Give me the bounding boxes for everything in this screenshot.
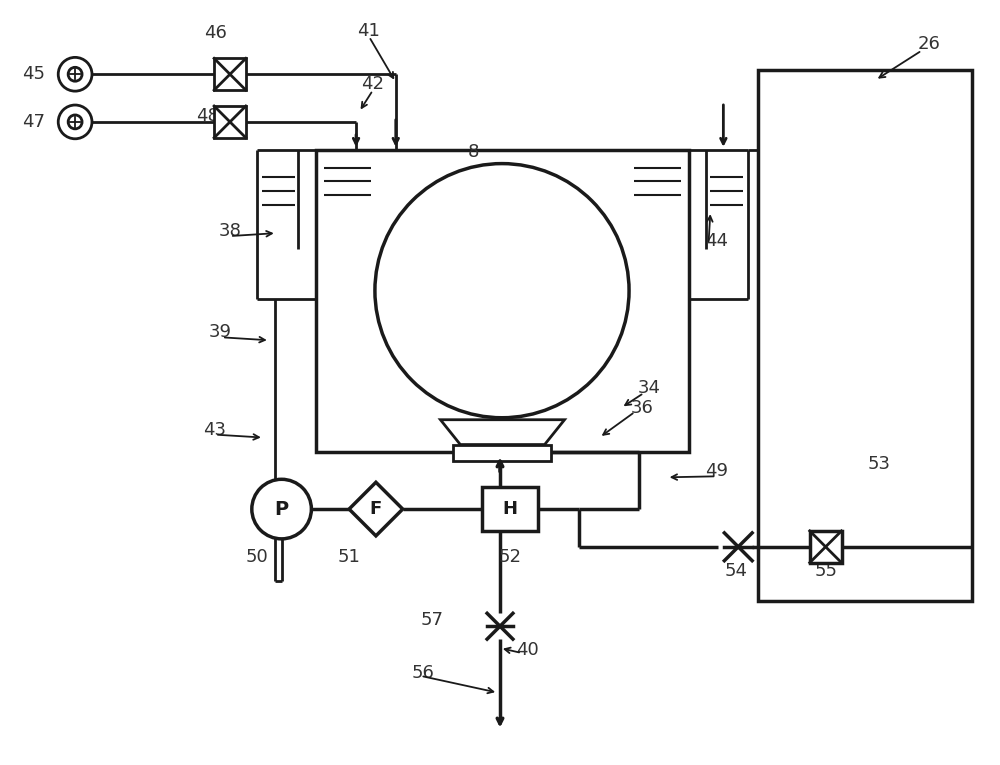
Text: H: H bbox=[502, 500, 517, 518]
Text: 36: 36 bbox=[631, 399, 653, 417]
Circle shape bbox=[68, 115, 82, 129]
Circle shape bbox=[58, 57, 92, 91]
Text: P: P bbox=[275, 500, 289, 519]
Text: 56: 56 bbox=[411, 664, 434, 682]
Circle shape bbox=[252, 480, 311, 539]
Bar bbox=[214, 58, 246, 90]
Bar bbox=[453, 444, 551, 461]
Text: 40: 40 bbox=[516, 641, 539, 659]
Text: 46: 46 bbox=[204, 24, 227, 41]
Text: 41: 41 bbox=[358, 21, 380, 40]
Text: 45: 45 bbox=[22, 65, 45, 83]
Text: 52: 52 bbox=[498, 548, 521, 566]
Bar bbox=[316, 150, 689, 452]
Text: 53: 53 bbox=[868, 455, 891, 474]
Circle shape bbox=[58, 105, 92, 138]
Bar bbox=[758, 70, 972, 601]
Text: F: F bbox=[370, 500, 382, 518]
Polygon shape bbox=[349, 482, 403, 536]
Text: 49: 49 bbox=[705, 462, 728, 480]
Text: 51: 51 bbox=[338, 548, 361, 566]
Bar bbox=[810, 531, 842, 563]
Text: 44: 44 bbox=[705, 232, 728, 250]
Text: 39: 39 bbox=[209, 324, 232, 341]
Text: 50: 50 bbox=[245, 548, 268, 566]
Bar bbox=[214, 106, 246, 138]
Text: 54: 54 bbox=[725, 562, 748, 580]
Text: 42: 42 bbox=[361, 75, 384, 93]
Text: 55: 55 bbox=[814, 562, 837, 580]
Circle shape bbox=[375, 164, 629, 418]
Text: 26: 26 bbox=[917, 35, 940, 54]
Text: 8: 8 bbox=[468, 143, 479, 161]
Text: 47: 47 bbox=[22, 113, 45, 131]
Text: 34: 34 bbox=[637, 379, 660, 397]
Polygon shape bbox=[440, 420, 565, 444]
Text: 38: 38 bbox=[219, 222, 241, 240]
Text: 48: 48 bbox=[196, 107, 219, 125]
Text: 57: 57 bbox=[421, 611, 444, 630]
Text: 43: 43 bbox=[203, 421, 226, 438]
Bar bbox=[482, 487, 538, 531]
Circle shape bbox=[68, 67, 82, 81]
